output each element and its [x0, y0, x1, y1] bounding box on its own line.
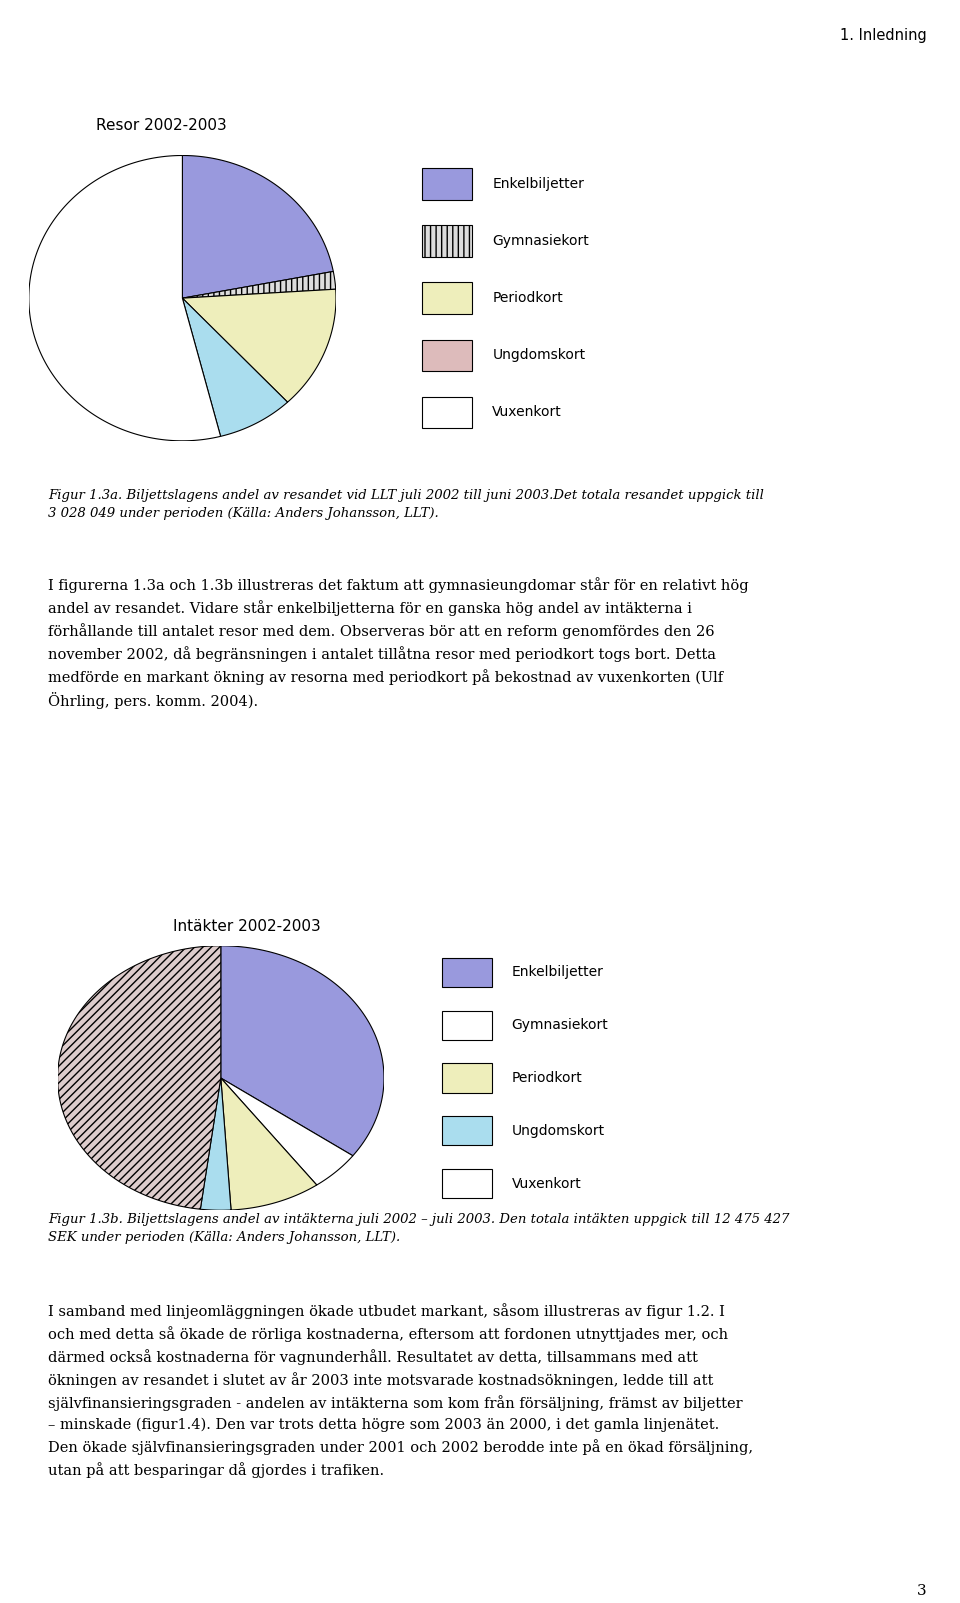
Bar [442, 957, 492, 987]
Polygon shape [182, 298, 288, 436]
Bar [442, 1116, 492, 1146]
Text: Vuxenkort: Vuxenkort [492, 406, 562, 420]
Text: Figur 1.3a. Biljettslagens andel av resandet vid LLT juli 2002 till juni 2003.De: Figur 1.3a. Biljettslagens andel av resa… [48, 489, 764, 519]
Text: Intäkter 2002-2003: Intäkter 2002-2003 [173, 919, 321, 935]
Bar [422, 168, 472, 200]
Bar [422, 226, 472, 256]
Polygon shape [201, 1077, 231, 1210]
Polygon shape [182, 289, 336, 402]
Polygon shape [221, 1077, 353, 1185]
Bar [442, 1169, 492, 1199]
Text: 1. Inledning: 1. Inledning [840, 29, 926, 43]
Bar [442, 1010, 492, 1040]
Polygon shape [182, 271, 336, 298]
Text: Figur 1.3b. Biljettslagens andel av intäkterna juli 2002 – juli 2003. Den totala: Figur 1.3b. Biljettslagens andel av intä… [48, 1213, 789, 1244]
Text: I figurerna 1.3a och 1.3b illustreras det faktum att gymnasieungdomar står för e: I figurerna 1.3a och 1.3b illustreras de… [48, 577, 749, 710]
Text: Periodkort: Periodkort [512, 1071, 582, 1085]
Polygon shape [29, 155, 221, 441]
Polygon shape [221, 946, 384, 1156]
Text: Gymnasiekort: Gymnasiekort [492, 234, 589, 248]
Bar [422, 282, 472, 314]
Bar [442, 1063, 492, 1093]
Text: Ungdomskort: Ungdomskort [492, 348, 586, 362]
Text: Enkelbiljetter: Enkelbiljetter [512, 965, 604, 979]
Bar [422, 396, 472, 428]
Text: I samband med linjeomläggningen ökade utbudet markant, såsom illustreras av figu: I samband med linjeomläggningen ökade ut… [48, 1303, 754, 1478]
Bar [422, 340, 472, 370]
Text: Vuxenkort: Vuxenkort [512, 1177, 581, 1191]
Polygon shape [58, 946, 221, 1209]
Text: Enkelbiljetter: Enkelbiljetter [492, 176, 585, 191]
Polygon shape [221, 1077, 317, 1210]
Text: Ungdomskort: Ungdomskort [512, 1124, 605, 1138]
Text: Resor 2002-2003: Resor 2002-2003 [96, 117, 227, 133]
Text: Gymnasiekort: Gymnasiekort [512, 1018, 609, 1032]
Text: Periodkort: Periodkort [492, 292, 563, 305]
Polygon shape [182, 155, 333, 298]
Text: 3: 3 [917, 1584, 926, 1598]
